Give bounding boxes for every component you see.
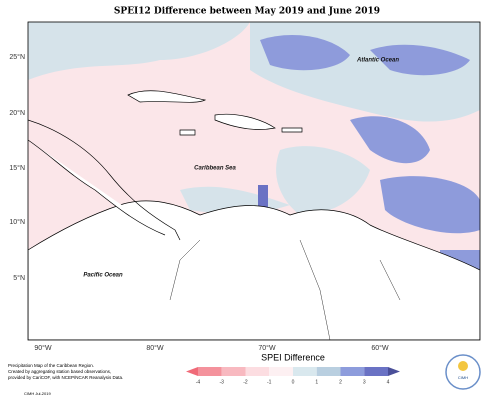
place-label: Pacific Ocean xyxy=(83,273,123,279)
legend-tick: 0 xyxy=(292,379,295,385)
map xyxy=(28,22,480,340)
legend-tick: 2 xyxy=(339,379,342,385)
colorbar-segment xyxy=(316,367,341,376)
colorbar-segment xyxy=(198,367,222,376)
legend-tick: 3 xyxy=(363,379,366,385)
colorbar-segment xyxy=(293,367,317,376)
legend-title: SPEI Difference xyxy=(261,352,325,362)
logo-text: CIMH xyxy=(458,375,468,380)
legend-tick: -4 xyxy=(196,379,201,385)
place-label: Caribbean Sea xyxy=(194,166,236,172)
lon-tick: 60°W xyxy=(371,344,389,352)
colorbar-end xyxy=(388,367,400,376)
lat-tick: 15°N xyxy=(9,164,25,172)
legend-tick: -3 xyxy=(220,379,225,385)
colorbar-segment xyxy=(221,367,246,376)
lat-tick: 5°N xyxy=(13,274,25,282)
colorbar: -4 -3 -2 -1 0 1 2 3 4 xyxy=(186,367,400,385)
legend-tick: -2 xyxy=(243,379,248,385)
lat-tick: 20°N xyxy=(9,109,25,117)
note: provided by CariCOF, with NCEP/NCAR Rean… xyxy=(8,375,123,380)
lon-tick: 80°W xyxy=(146,344,164,352)
legend-tick: -1 xyxy=(267,379,272,385)
lat-tick: 10°N xyxy=(9,218,25,226)
colorbar-segment xyxy=(269,367,293,376)
lon-tick: 70°W xyxy=(258,344,276,352)
legend-tick: 4 xyxy=(387,379,390,385)
lat-tick: 25°N xyxy=(9,53,25,61)
legend-tick: 1 xyxy=(315,379,318,385)
title: SPEI12 Difference between May 2019 and J… xyxy=(114,7,380,17)
colorbar-end xyxy=(186,367,198,376)
map-frame xyxy=(27,21,481,341)
note: Created by aggregating station based obs… xyxy=(8,369,111,374)
colorbar-segment xyxy=(364,367,388,376)
colorbar-segment xyxy=(340,367,365,376)
place-label: Atlantic Ocean xyxy=(356,58,399,64)
logo-sun xyxy=(458,361,468,371)
note: Precipitation Map of the Caribbean Regio… xyxy=(8,363,94,368)
lon-tick: 90°W xyxy=(34,344,52,352)
colorbar-segment xyxy=(245,367,270,376)
logo xyxy=(445,354,481,390)
credit: CIMH Jul-2019 xyxy=(24,391,51,396)
